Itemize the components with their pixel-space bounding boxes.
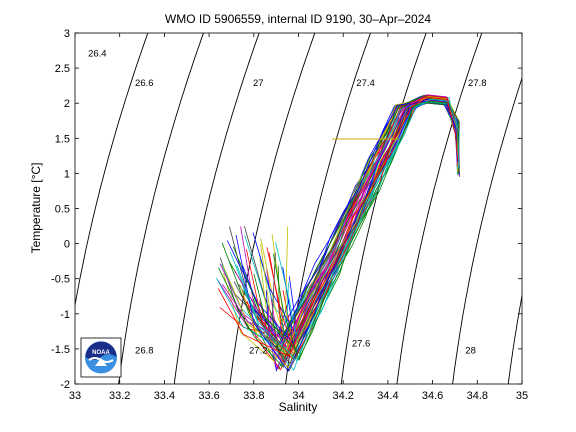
noaa-logo: NOAA [80,337,122,378]
x-tick-label: 33.2 [109,390,130,402]
isopycnal-label: 26.8 [135,345,154,356]
isopycnal-line [452,76,522,384]
x-tick-label: 34.4 [377,390,398,402]
isopycnal-line [118,33,204,384]
isopycnal-labels: 26.4 26.6 26.8 27 27.2 27.4 27.6 27.8 28 [88,48,486,356]
x-tick-label: 34 [292,390,304,402]
isopycnal-label: 27.4 [356,78,375,89]
y-tick-label: 0 [64,239,70,251]
isopycnal-line [507,293,522,384]
profile-line [236,98,460,362]
x-tick-label: 33.6 [198,390,219,402]
isopycnal-label: 26.4 [88,48,107,59]
x-tick-label: 33.4 [154,390,175,402]
y-tick-label: 2 [64,98,70,110]
profile-line [271,102,460,357]
y-tick-label: -0.5 [51,274,70,286]
y-tick-label: -1.5 [51,344,70,356]
y-tick-label: 2.5 [55,63,70,75]
profile-line [235,98,458,372]
profile-line [217,96,459,357]
x-axis: 33 33.2 33.4 33.6 33.8 34 34.2 34.4 34.6 34.8 35 [69,33,528,402]
y-tick-label: 1 [64,168,70,180]
y-tick-label: -2 [60,379,70,391]
isopycnal-label: 27 [253,78,264,89]
y-axis-label: Temperature [°C] [29,163,43,254]
plot-area [75,33,522,384]
profile-line [275,101,459,350]
profile-line [222,94,458,340]
x-tick-label: 35 [516,390,528,402]
x-axis-label: Salinity [279,400,318,414]
isopycnal-line [340,33,427,384]
x-tick-label: 34.6 [422,390,443,402]
isopycnal-line [396,33,483,384]
x-tick-label: 34.2 [332,390,353,402]
x-tick-label: 34.8 [467,390,488,402]
y-tick-label: -1 [60,309,70,321]
y-tick-label: 1.5 [55,133,70,145]
profile-lines [216,94,460,372]
noaa-logo-text: NOAA [92,350,110,356]
y-tick-label: 3 [64,28,70,40]
isopycnal-lines [75,33,522,384]
x-tick-label: 33.8 [243,390,264,402]
profile-line [273,100,460,361]
y-tick-label: 0.5 [55,204,70,216]
isopycnal-label: 26.6 [135,78,154,89]
isopycnal-label: 27.2 [249,345,268,356]
y-axis: -2 -1.5 -1 -0.5 0 0.5 1 1.5 2 2.5 3 [51,28,522,391]
isopycnal-label: 28 [465,345,476,356]
isopycnal-line [75,33,149,308]
x-tick-label: 33 [69,390,81,402]
isopycnal-label: 27.6 [352,338,371,349]
isopycnal-label: 27.8 [468,78,487,89]
isopycnal-line [173,33,260,384]
chart-title: WMO ID 5906559, internal ID 9190, 30–Apr… [165,12,431,26]
